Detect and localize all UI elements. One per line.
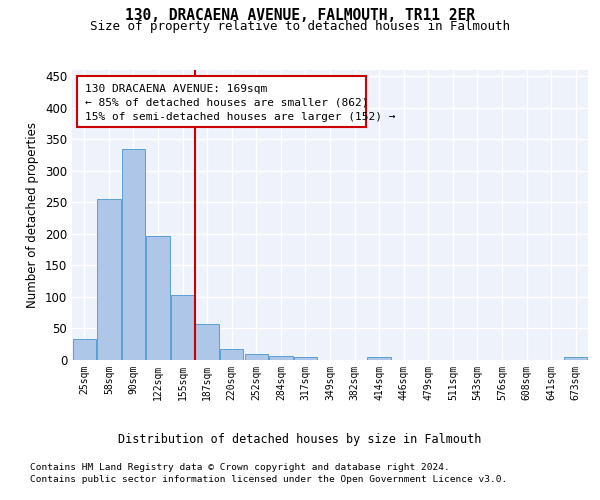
Text: ← 85% of detached houses are smaller (862): ← 85% of detached houses are smaller (86…	[85, 98, 368, 108]
Bar	[269, 356, 293, 360]
Bar	[294, 358, 317, 360]
Bar	[245, 354, 268, 360]
Text: Contains public sector information licensed under the Open Government Licence v3: Contains public sector information licen…	[30, 475, 507, 484]
FancyBboxPatch shape	[77, 76, 366, 127]
Text: 130, DRACAENA AVENUE, FALMOUTH, TR11 2ER: 130, DRACAENA AVENUE, FALMOUTH, TR11 2ER	[125, 8, 475, 22]
Text: Distribution of detached houses by size in Falmouth: Distribution of detached houses by size …	[118, 432, 482, 446]
Bar	[196, 324, 219, 360]
Y-axis label: Number of detached properties: Number of detached properties	[26, 122, 40, 308]
Bar	[146, 236, 170, 360]
Text: Contains HM Land Registry data © Crown copyright and database right 2024.: Contains HM Land Registry data © Crown c…	[30, 462, 450, 471]
Bar	[564, 358, 587, 360]
Bar	[367, 358, 391, 360]
Text: 15% of semi-detached houses are larger (152) →: 15% of semi-detached houses are larger (…	[85, 112, 395, 122]
Text: 130 DRACAENA AVENUE: 169sqm: 130 DRACAENA AVENUE: 169sqm	[85, 84, 267, 94]
Bar	[220, 350, 244, 360]
Bar	[171, 295, 194, 360]
Text: Size of property relative to detached houses in Falmouth: Size of property relative to detached ho…	[90, 20, 510, 33]
Bar	[97, 198, 121, 360]
Bar	[122, 149, 145, 360]
Bar	[73, 338, 96, 360]
